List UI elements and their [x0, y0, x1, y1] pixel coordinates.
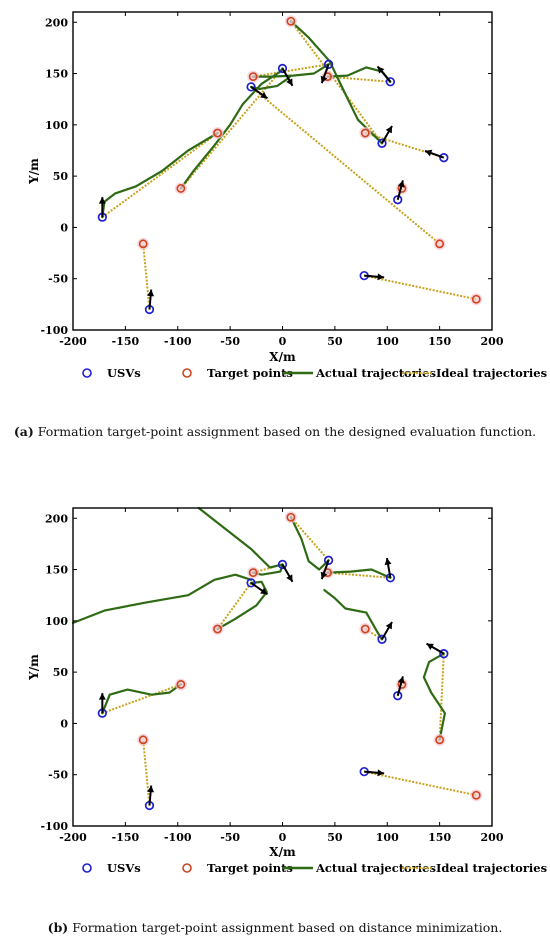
- panel-a-xtick-label-4: 0: [279, 335, 287, 348]
- panel-a-xtick-label-1: -150: [112, 335, 140, 348]
- panel-b-legend-target-symbol: [183, 864, 191, 872]
- panel-b-ytick-label-1: -50: [48, 769, 68, 782]
- panel-a-ideal-line-2: [181, 68, 283, 188]
- panel-b-actual-path-5: [291, 517, 329, 569]
- panel-a-ytick-label-6: 200: [45, 16, 68, 29]
- panel-a-ideal-line-0: [102, 133, 217, 217]
- panel-b-legend-usv-symbol: [83, 864, 91, 872]
- panel-b-xtick-label-8: 200: [481, 831, 504, 844]
- panel-b-xtick-label-2: -100: [164, 831, 192, 844]
- panel-b-ideal-line-9: [364, 772, 476, 796]
- panel-b-x-axis-label: X/m: [269, 845, 296, 859]
- panel-a-legend-usv-label: USVs: [107, 366, 141, 380]
- caption-a: (a) Formation target-point assignment ba…: [0, 424, 550, 439]
- caption-a-letter: (a): [14, 424, 34, 439]
- panel-a-ytick-label-0: -100: [40, 324, 68, 337]
- panel-b-xtick-label-3: -50: [220, 831, 240, 844]
- panel-a-legend-usv-symbol: [83, 369, 91, 377]
- panel-b-ideal-line-0: [102, 684, 181, 713]
- panel-a: -200 -150 -100 -50 0 50 100 150 200-100-50050100…: [27, 12, 547, 380]
- caption-b: (b) Formation target-point assignment ba…: [0, 920, 550, 935]
- panel-a-ytick-label-5: 150: [45, 68, 68, 81]
- panel-b-ideal-line-4: [291, 517, 329, 560]
- caption-a-text: Formation target-point assignment based …: [34, 424, 536, 439]
- panel-b-xtick-label-6: 100: [376, 831, 399, 844]
- panel-a-ytick-label-3: 50: [53, 170, 69, 183]
- panel-a-xtick-label-5: 50: [327, 335, 343, 348]
- panel-b-ytick-label-6: 200: [45, 512, 68, 525]
- panel-b-y-axis-label: Y/m: [27, 654, 41, 681]
- panel-b-ytick-label-4: 100: [45, 615, 68, 628]
- panel-a-xtick-label-2: -100: [164, 335, 192, 348]
- panel-a-x-axis-label: X/m: [269, 350, 296, 364]
- panel-b-plot-frame: [73, 508, 492, 826]
- panel-a-ideal-line-1: [143, 244, 149, 310]
- panel-a-y-axis-label: Y/m: [27, 158, 41, 185]
- panel-a-xtick-label-8: 200: [481, 335, 504, 348]
- panel-b-ytick-label-2: 0: [60, 717, 68, 730]
- panel-a-legend-target-symbol: [183, 369, 191, 377]
- panel-a-xtick-label-7: 150: [428, 335, 451, 348]
- panel-b-legend-usv-label: USVs: [107, 861, 141, 875]
- panel-b-xtick-label-7: 150: [428, 831, 451, 844]
- panel-a-ideal-line-4: [291, 21, 382, 143]
- panel-a-legend-target-label: Target points: [207, 366, 293, 380]
- panel-a-legend-ideal-label: Ideal trajectories: [436, 366, 547, 380]
- panel-a-plot-frame: [73, 12, 492, 330]
- panel-b-legend-ideal-label: Ideal trajectories: [436, 861, 547, 875]
- panel-a-xtick-label-6: 100: [376, 335, 399, 348]
- panel-b-legend-target-label: Target points: [207, 861, 293, 875]
- panel-b-xtick-label-5: 50: [327, 831, 343, 844]
- panel-a-ideal-line-9: [364, 276, 476, 300]
- panel-b-xtick-label-4: 0: [279, 831, 287, 844]
- panel-a-ytick-label-2: 0: [60, 221, 68, 234]
- panel-b-ytick-label-0: -100: [40, 820, 68, 833]
- panel-b-ytick-label-5: 150: [45, 564, 68, 577]
- panel-a-ideal-line-5: [251, 87, 440, 244]
- panel-b-actual-path-2: [199, 508, 283, 568]
- caption-b-text: Formation target-point assignment based …: [68, 920, 502, 935]
- panel-b-actual-path-1: [73, 575, 251, 623]
- caption-b-letter: (b): [48, 920, 69, 935]
- panel-b: -200 -150 -100 -50 0 50 100 150 200 -100 -50 0 50 100…: [27, 508, 547, 875]
- panel-b-xtick-label-1: -150: [112, 831, 140, 844]
- panel-b-actual-path-6: [324, 590, 382, 639]
- panel-a-xtick-label-3: -50: [220, 335, 240, 348]
- panel-b-heading-arrowhead-0: [99, 693, 106, 700]
- panel-b-ideal-line-2: [218, 583, 252, 629]
- panel-b-ytick-label-3: 50: [53, 666, 69, 679]
- panel-a-ytick-label-4: 100: [45, 119, 68, 132]
- panel-a-ytick-label-1: -50: [48, 273, 68, 286]
- panel-b-ideal-line-1: [143, 740, 149, 806]
